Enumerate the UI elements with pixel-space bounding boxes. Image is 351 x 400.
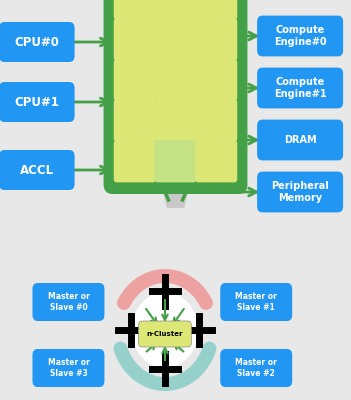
FancyBboxPatch shape bbox=[114, 100, 156, 142]
Text: Master or
Slave #1: Master or Slave #1 bbox=[235, 292, 277, 312]
FancyBboxPatch shape bbox=[154, 100, 197, 142]
Text: Master or
Slave #2: Master or Slave #2 bbox=[235, 358, 277, 378]
Polygon shape bbox=[161, 184, 190, 208]
FancyBboxPatch shape bbox=[154, 59, 197, 101]
FancyBboxPatch shape bbox=[0, 82, 74, 122]
FancyBboxPatch shape bbox=[33, 283, 105, 321]
FancyBboxPatch shape bbox=[195, 18, 237, 60]
FancyBboxPatch shape bbox=[154, 18, 197, 60]
Text: CPU#0: CPU#0 bbox=[14, 36, 59, 48]
Text: CPU#1: CPU#1 bbox=[14, 96, 59, 108]
FancyBboxPatch shape bbox=[257, 120, 343, 160]
FancyBboxPatch shape bbox=[114, 59, 156, 101]
FancyBboxPatch shape bbox=[220, 283, 292, 321]
FancyBboxPatch shape bbox=[0, 150, 74, 190]
FancyBboxPatch shape bbox=[195, 0, 237, 20]
FancyBboxPatch shape bbox=[33, 349, 105, 387]
FancyBboxPatch shape bbox=[195, 140, 237, 182]
FancyBboxPatch shape bbox=[257, 68, 343, 108]
Text: DRAM: DRAM bbox=[284, 135, 316, 145]
FancyBboxPatch shape bbox=[154, 0, 197, 20]
Text: n-Cluster: n-Cluster bbox=[147, 331, 183, 337]
FancyBboxPatch shape bbox=[154, 140, 197, 182]
Text: Master or
Slave #0: Master or Slave #0 bbox=[47, 292, 90, 312]
FancyBboxPatch shape bbox=[139, 321, 191, 347]
FancyBboxPatch shape bbox=[257, 16, 343, 56]
Circle shape bbox=[132, 292, 198, 368]
Text: Peripheral
Memory: Peripheral Memory bbox=[271, 181, 329, 203]
FancyBboxPatch shape bbox=[195, 59, 237, 101]
Text: Master or
Slave #3: Master or Slave #3 bbox=[47, 358, 90, 378]
FancyBboxPatch shape bbox=[114, 0, 156, 20]
FancyBboxPatch shape bbox=[114, 140, 156, 182]
FancyBboxPatch shape bbox=[0, 22, 74, 62]
FancyBboxPatch shape bbox=[257, 172, 343, 212]
Text: ACCL: ACCL bbox=[20, 164, 54, 176]
FancyBboxPatch shape bbox=[220, 349, 292, 387]
FancyBboxPatch shape bbox=[195, 100, 237, 142]
FancyBboxPatch shape bbox=[114, 18, 156, 60]
FancyBboxPatch shape bbox=[104, 0, 247, 194]
Text: Compute
Engine#0: Compute Engine#0 bbox=[274, 25, 326, 47]
Text: Compute
Engine#1: Compute Engine#1 bbox=[274, 77, 326, 99]
